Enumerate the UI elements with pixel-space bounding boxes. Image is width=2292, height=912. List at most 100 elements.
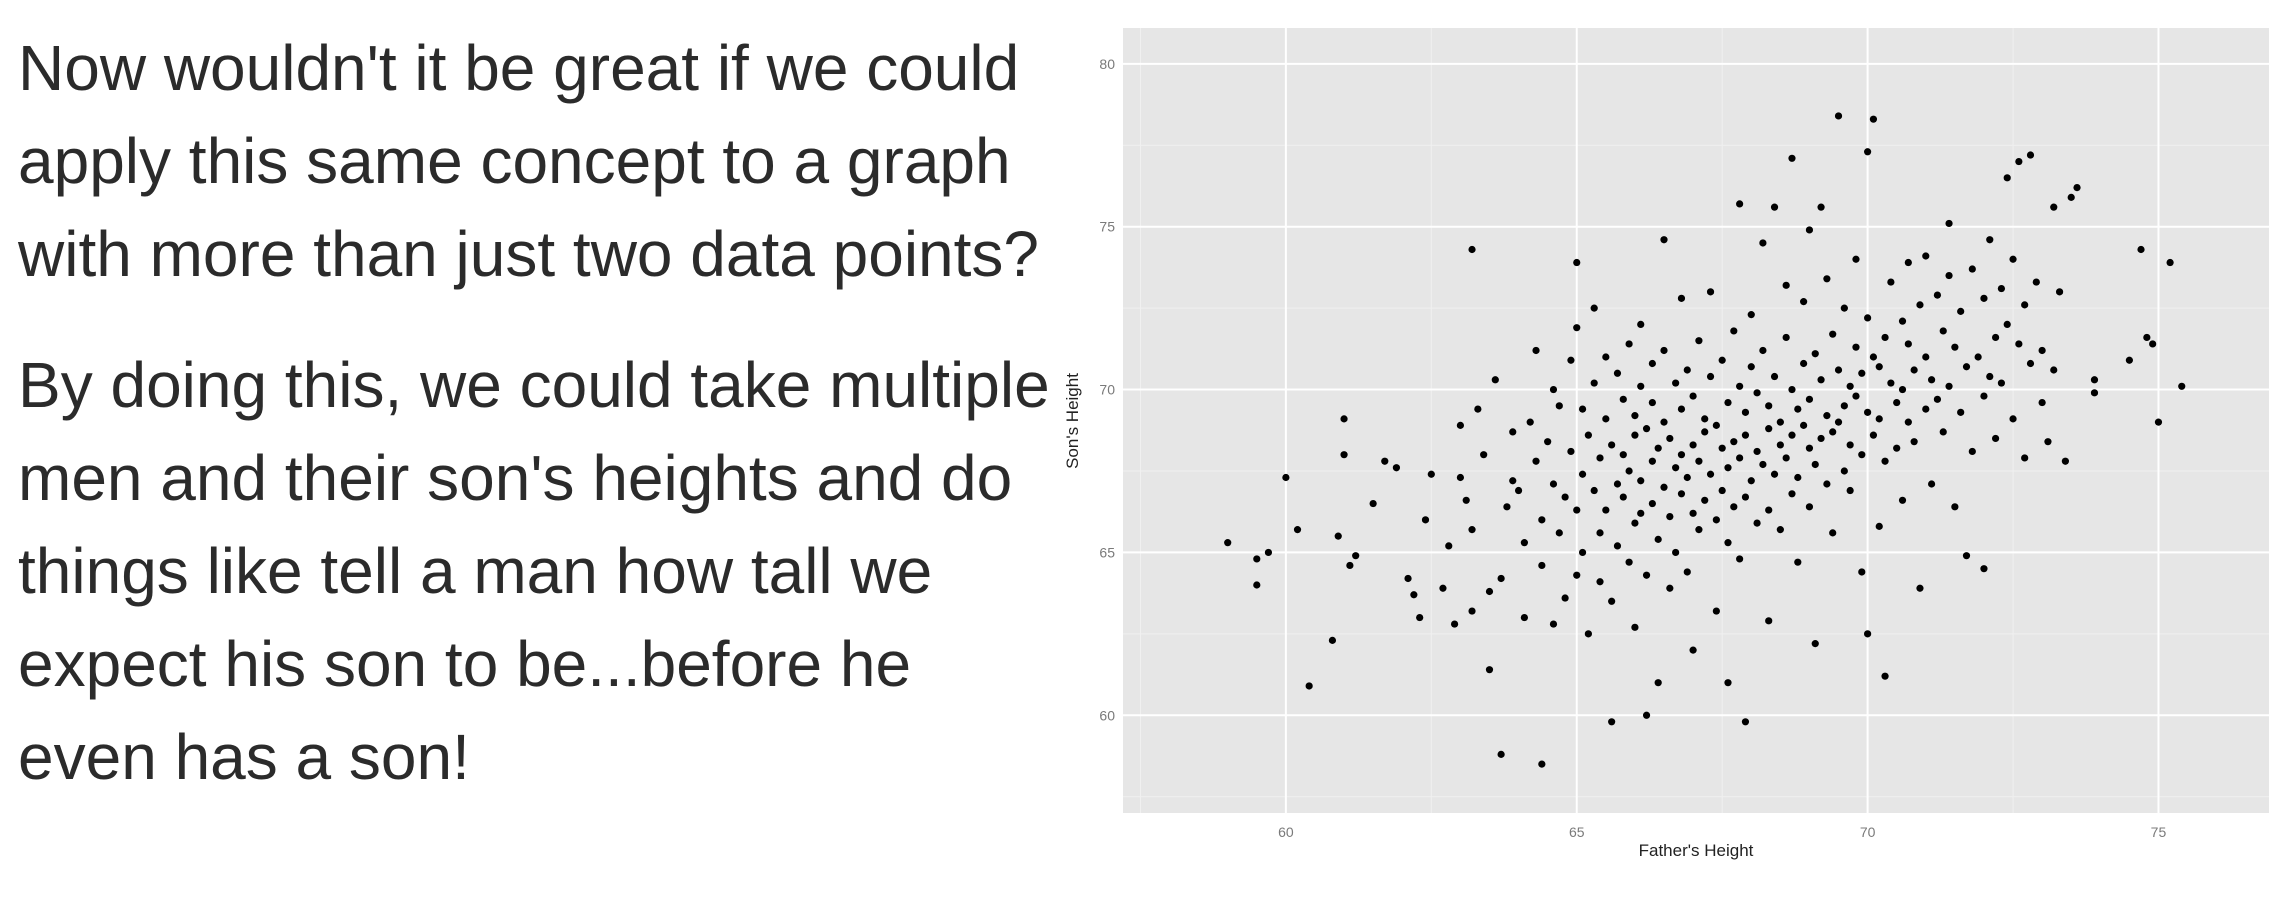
data-point (1631, 519, 1639, 527)
data-point (1881, 672, 1889, 680)
data-point (1864, 148, 1872, 156)
data-point (1602, 353, 1610, 361)
data-point (2032, 278, 2040, 286)
data-point (1596, 529, 1604, 537)
data-point (2003, 320, 2011, 329)
data-point (1590, 304, 1598, 312)
data-point (1660, 236, 1668, 244)
data-point (2015, 340, 2023, 348)
data-point (2021, 454, 2029, 462)
data-point (1421, 516, 1430, 524)
data-point (1369, 499, 1377, 508)
data-point (1770, 203, 1779, 211)
data-point (1450, 620, 1459, 628)
data-point (1538, 561, 1546, 570)
data-point (1875, 415, 1883, 423)
data-point (1625, 558, 1633, 566)
data-point (1346, 561, 1354, 570)
data-point (1491, 376, 1499, 384)
data-point (1817, 203, 1825, 211)
data-point (1520, 539, 1528, 547)
data-point (1736, 555, 1744, 563)
data-point (1509, 477, 1517, 485)
data-point (1526, 418, 1534, 426)
data-point (1573, 571, 1581, 579)
data-point (1893, 444, 1901, 452)
data-point (1660, 418, 1668, 426)
data-point (1689, 441, 1697, 449)
data-point (1730, 503, 1738, 511)
data-point (1282, 473, 1290, 482)
data-point (1456, 473, 1465, 482)
data-point (1869, 115, 1878, 123)
data-point (1392, 464, 1401, 472)
data-point (1945, 271, 1953, 280)
data-point (1561, 594, 1569, 602)
paragraph-example: By doing this, we could take multiple me… (18, 349, 1050, 793)
data-point (2050, 203, 2058, 211)
data-point (1334, 532, 1342, 540)
data-point (1514, 486, 1523, 495)
data-point (1730, 438, 1738, 446)
data-point (1590, 379, 1598, 387)
data-point (1485, 587, 1494, 596)
data-point (1887, 278, 1895, 286)
data-point (1573, 258, 1581, 267)
data-point (1695, 337, 1703, 345)
data-point (1881, 457, 1889, 465)
data-point (1898, 496, 1907, 504)
data-point (1805, 503, 1814, 511)
data-point (1823, 412, 1831, 420)
data-point (1817, 434, 1825, 443)
data-point (1927, 376, 1936, 384)
data-point (1683, 366, 1691, 374)
data-point (1794, 473, 1802, 482)
data-point (1811, 460, 1819, 469)
data-point (1910, 366, 1918, 374)
data-point (1701, 428, 1709, 436)
data-point (1578, 470, 1587, 478)
data-point (1689, 392, 1697, 400)
data-point (1741, 718, 1750, 726)
data-point (1381, 457, 1389, 465)
data-point (1893, 398, 1901, 407)
data-point (1625, 467, 1633, 475)
scatter-chart: 60 65 70 75 60 65 70 75 80 Father's Height Son'… (1063, 28, 2269, 860)
data-point (1590, 486, 1598, 495)
data-point (1462, 496, 1470, 504)
data-point (2149, 340, 2157, 348)
data-point (1660, 346, 1668, 355)
data-point (1683, 473, 1691, 482)
data-point (1770, 470, 1779, 478)
data-point (2090, 376, 2099, 384)
data-point (1858, 568, 1866, 576)
data-point (1916, 584, 1924, 592)
x-tick-label: 70 (1860, 824, 1876, 840)
data-point (1573, 324, 1581, 332)
data-point (1922, 353, 1930, 361)
data-point (1485, 666, 1494, 674)
data-point (1509, 428, 1517, 436)
data-point (1951, 503, 1959, 511)
data-point (1875, 363, 1883, 371)
data-point (1637, 477, 1645, 485)
data-point (2050, 366, 2058, 374)
data-point (1631, 623, 1639, 631)
data-point (1445, 542, 1453, 550)
data-point (1846, 486, 1854, 495)
data-point (1497, 574, 1505, 583)
data-point (1677, 451, 1686, 459)
data-point (1672, 379, 1680, 387)
data-point (2026, 151, 2035, 159)
data-point (1968, 447, 1976, 456)
y-tick-label: 80 (1099, 56, 1115, 72)
data-point (1823, 275, 1831, 283)
data-point (1474, 405, 1482, 413)
data-point (1957, 307, 1965, 315)
data-point (1805, 395, 1814, 403)
data-point (1939, 327, 1947, 335)
data-point (1916, 301, 1924, 309)
data-point (1497, 750, 1505, 758)
data-point (1724, 679, 1732, 687)
data-point (1736, 382, 1744, 390)
